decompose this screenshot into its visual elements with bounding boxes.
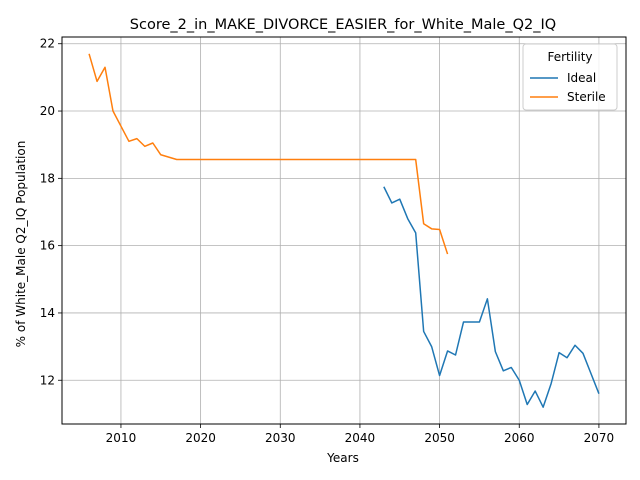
y-tick-label: 18 <box>40 171 55 185</box>
y-tick-label: 20 <box>40 104 55 118</box>
series-line-ideal <box>383 186 600 408</box>
gridlines <box>62 37 626 424</box>
x-axis-label: Years <box>326 451 359 465</box>
x-tick-label: 2010 <box>106 431 137 445</box>
series-line-sterile <box>88 53 449 255</box>
y-tick-label: 22 <box>40 37 55 51</box>
legend-label-ideal: Ideal <box>567 71 596 85</box>
x-axis-ticks: 2010 2020 2030 2040 2050 2060 2070 <box>106 424 615 445</box>
x-tick-label: 2020 <box>185 431 216 445</box>
x-tick-label: 2030 <box>265 431 296 445</box>
legend-label-sterile: Sterile <box>567 90 606 104</box>
y-tick-label: 14 <box>40 306 55 320</box>
x-tick-label: 2040 <box>345 431 376 445</box>
y-tick-label: 12 <box>40 373 55 387</box>
x-tick-label: 2060 <box>504 431 535 445</box>
y-axis-ticks: 12 14 16 18 20 22 <box>40 37 62 387</box>
legend-box <box>522 43 618 111</box>
chart-title: Score_2_in_MAKE_DIVORCE_EASIER_for_White… <box>130 17 556 33</box>
x-tick-label: 2070 <box>584 431 615 445</box>
plot-area-frame <box>61 36 627 425</box>
legend-title: Fertility <box>547 50 592 64</box>
x-tick-label: 2050 <box>424 431 455 445</box>
legend: Fertility Ideal Sterile <box>522 43 618 111</box>
y-axis-label: % of White_Male Q2_IQ Population <box>14 141 28 348</box>
legend-items: Ideal Sterile <box>530 71 606 104</box>
series-lines <box>88 53 600 408</box>
y-tick-label: 16 <box>40 239 55 253</box>
